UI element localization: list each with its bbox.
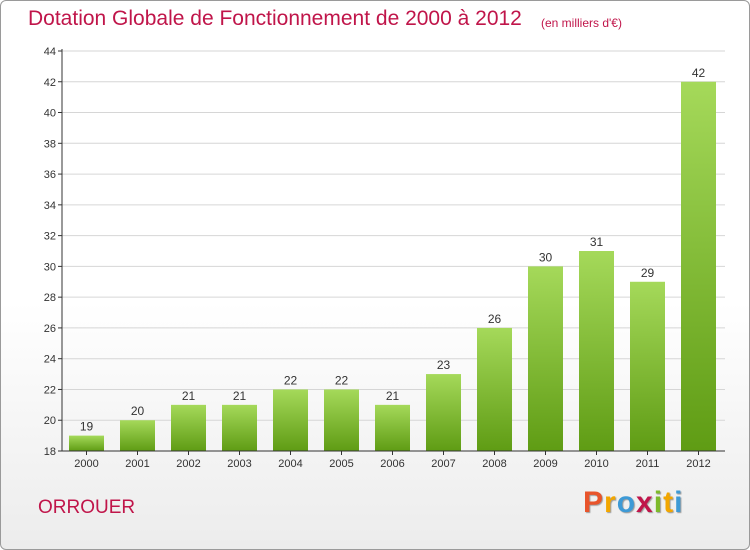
y-tick-label: 44 bbox=[44, 46, 56, 58]
bars bbox=[69, 81, 716, 452]
bar-2012 bbox=[681, 81, 716, 452]
unit-label: (en milliers d'€) bbox=[541, 16, 622, 30]
x-tick-label: 2004 bbox=[278, 458, 302, 470]
y-tick-label: 20 bbox=[44, 415, 56, 427]
y-tick-label: 26 bbox=[44, 323, 56, 335]
x-tick-label: 2009 bbox=[533, 458, 557, 470]
y-tick-label: 42 bbox=[44, 77, 56, 89]
bar-2011 bbox=[630, 281, 665, 451]
bar-2001 bbox=[120, 420, 155, 451]
labels: 19 20 21 21 22 22 21 23 26 30 31 29 42 bbox=[80, 66, 706, 434]
x-tick-label: 2000 bbox=[74, 458, 98, 470]
grid-lines bbox=[62, 50, 725, 421]
logo-letter: i bbox=[653, 486, 664, 519]
x-tick-label: 2010 bbox=[584, 458, 608, 470]
bar-value-label: 29 bbox=[641, 266, 655, 280]
logo-letter: o bbox=[616, 486, 637, 519]
bar-2003 bbox=[222, 404, 257, 451]
bar-2010 bbox=[579, 251, 614, 451]
logo-letter: x bbox=[636, 486, 654, 519]
bar-2002 bbox=[171, 404, 206, 451]
x-tick-label: 2007 bbox=[431, 458, 455, 470]
x-tick-label: 2001 bbox=[125, 458, 149, 470]
bar-value-label: 31 bbox=[590, 235, 604, 249]
bar-value-label: 21 bbox=[233, 389, 247, 403]
bar-value-label: 21 bbox=[386, 389, 400, 403]
logo-letter: r bbox=[604, 486, 617, 519]
bar-value-label: 19 bbox=[80, 420, 94, 434]
bar-value-label: 22 bbox=[335, 373, 349, 387]
logo-letter: i bbox=[674, 486, 684, 519]
proxiti-logo: Proxiti bbox=[583, 486, 683, 520]
y-tick-label: 40 bbox=[44, 108, 56, 120]
y-tick-label: 22 bbox=[44, 384, 56, 396]
bar-2000 bbox=[69, 435, 104, 451]
bar-2007 bbox=[426, 374, 461, 451]
x-tick-label: 2012 bbox=[686, 458, 710, 470]
bar-2005 bbox=[324, 389, 359, 451]
x-tick-label: 2005 bbox=[329, 458, 353, 470]
bar-value-label: 22 bbox=[284, 373, 298, 387]
y-tick-label: 30 bbox=[44, 261, 56, 273]
x-tick-label: 2008 bbox=[482, 458, 506, 470]
chart-title: Dotation Globale de Fonctionnement de 20… bbox=[28, 7, 522, 30]
y-tick-label: 38 bbox=[44, 138, 56, 150]
logo-letter: P bbox=[583, 486, 605, 519]
x-tick-label: 2003 bbox=[227, 458, 251, 470]
bar-value-label: 30 bbox=[539, 250, 553, 264]
axes: 18 20 22 24 26 28 30 32 34 36 38 40 42 44 2000 2001 2002… bbox=[44, 46, 725, 470]
y-tick-label: 36 bbox=[44, 169, 56, 181]
bar-value-label: 21 bbox=[182, 389, 196, 403]
bar-2004 bbox=[273, 389, 308, 451]
bar-2008 bbox=[477, 327, 512, 451]
bar-value-label: 26 bbox=[488, 312, 502, 326]
bar-value-label: 42 bbox=[692, 66, 706, 80]
y-tick-label: 32 bbox=[44, 231, 56, 243]
bar-2009 bbox=[528, 266, 563, 451]
y-tick-label: 28 bbox=[44, 292, 56, 304]
commune-name: ORROUER bbox=[38, 497, 136, 518]
logo-letter: t bbox=[663, 486, 675, 519]
bar-value-label: 20 bbox=[131, 404, 145, 418]
x-tick-label: 2002 bbox=[176, 458, 200, 470]
x-tick-label: 2006 bbox=[380, 458, 404, 470]
y-tick-label: 18 bbox=[44, 446, 56, 458]
bar-value-label: 23 bbox=[437, 358, 451, 372]
bar-2006 bbox=[375, 404, 410, 451]
y-tick-label: 34 bbox=[44, 200, 56, 212]
y-tick-label: 24 bbox=[44, 354, 56, 366]
x-tick-label: 2011 bbox=[636, 458, 660, 470]
